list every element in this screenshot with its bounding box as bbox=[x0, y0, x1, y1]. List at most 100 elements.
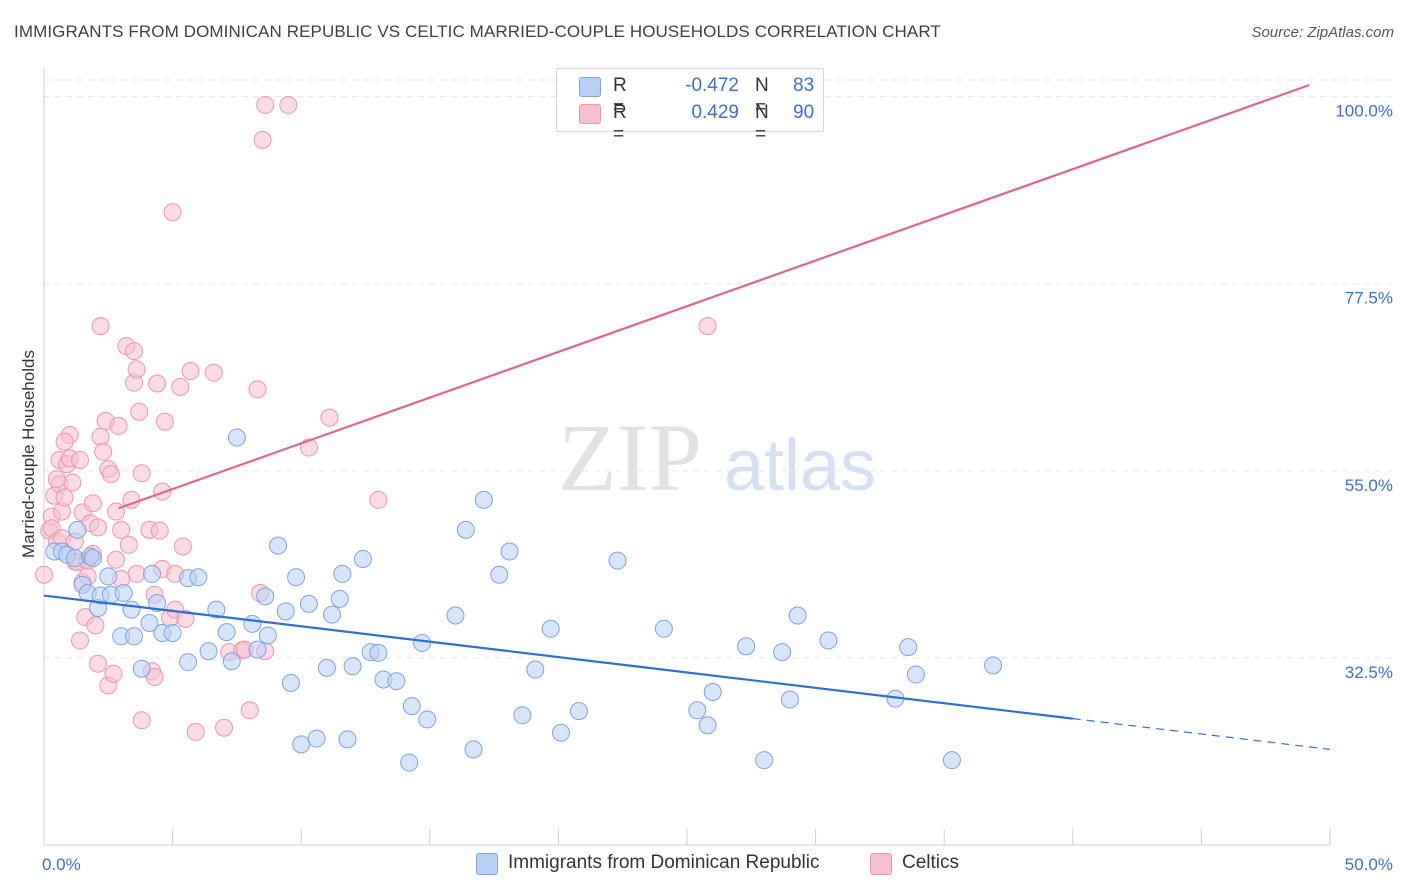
dominican-point bbox=[464, 740, 483, 759]
dominican-point bbox=[413, 633, 432, 652]
dominican-point bbox=[143, 564, 162, 583]
dominican-point bbox=[703, 683, 722, 701]
dominican-point bbox=[402, 697, 421, 716]
celtics-point bbox=[107, 502, 126, 521]
dominican-point bbox=[906, 665, 925, 684]
celtics-point bbox=[89, 654, 108, 673]
dominican-point bbox=[207, 600, 226, 619]
dominican-point bbox=[287, 568, 306, 587]
celtics-point bbox=[163, 203, 182, 222]
x-tick-label: 50.0% bbox=[1345, 855, 1393, 874]
celtics-points bbox=[35, 95, 717, 741]
watermark-zip: ZIP bbox=[558, 404, 702, 511]
dominican-point bbox=[307, 729, 326, 748]
stats-legend: R = -0.472 N = 83 R = 0.429 N = 90 bbox=[556, 68, 824, 145]
celtics-point bbox=[248, 380, 267, 399]
y-tick-label: 100.0% bbox=[1335, 102, 1393, 121]
celtics-point bbox=[55, 432, 74, 451]
dominican-point bbox=[163, 623, 182, 642]
celtics-point bbox=[171, 377, 190, 396]
chart-title: IMMIGRANTS FROM DOMINICAN REPUBLIC VS CE… bbox=[14, 22, 941, 41]
dominican-point bbox=[418, 710, 437, 729]
dominican-point bbox=[387, 672, 406, 691]
dominican-point bbox=[984, 656, 1003, 675]
dominican-point bbox=[343, 657, 362, 676]
dominican-point bbox=[269, 536, 288, 555]
dominican-point bbox=[541, 619, 560, 638]
dominican-point bbox=[688, 701, 707, 720]
dominican-point bbox=[490, 565, 509, 584]
celtics-point bbox=[109, 416, 128, 435]
celtics-point bbox=[127, 360, 146, 379]
dominican-point bbox=[148, 594, 167, 613]
celtics-point bbox=[71, 631, 90, 650]
trend-lines bbox=[43, 83, 1331, 750]
dominican-point bbox=[330, 589, 349, 608]
celtics-point bbox=[104, 664, 123, 683]
y-tick-label: 77.5% bbox=[1345, 289, 1393, 308]
dominican-point bbox=[780, 690, 799, 709]
celtics-point bbox=[132, 464, 151, 483]
watermark-atlas: atlas bbox=[724, 426, 876, 506]
bottom-legend-label: Immigrants from Dominican Republic bbox=[508, 852, 820, 873]
dominican-point bbox=[199, 642, 218, 661]
dominican-point bbox=[446, 606, 465, 625]
celtics-point bbox=[176, 609, 195, 628]
dominican-point bbox=[299, 594, 318, 613]
grid-layer bbox=[44, 79, 1392, 659]
dominican-point bbox=[551, 723, 570, 742]
celtics-point bbox=[130, 402, 149, 421]
celtics-point bbox=[83, 494, 102, 513]
watermark: ZIP atlas bbox=[558, 404, 876, 511]
celtics-point bbox=[320, 408, 339, 427]
legend-n-label: N = bbox=[755, 75, 769, 118]
legend-swatch-blue bbox=[579, 77, 601, 97]
celtics-point bbox=[89, 518, 108, 537]
celtics-point bbox=[148, 374, 167, 393]
dominican-point bbox=[513, 706, 532, 725]
celtics-point bbox=[132, 711, 151, 730]
dominican-point bbox=[474, 490, 493, 509]
legend-swatch-pink bbox=[579, 104, 601, 124]
celtics-point bbox=[256, 95, 275, 114]
dominican-point bbox=[125, 627, 144, 646]
dominican-point bbox=[737, 637, 756, 656]
dominican-point bbox=[569, 702, 588, 721]
dominican-points bbox=[45, 428, 1003, 772]
dominican-point bbox=[654, 619, 673, 638]
dominican-trend-line bbox=[43, 594, 1073, 720]
celtics-point bbox=[127, 564, 146, 583]
legend-n-value: 90 bbox=[793, 102, 815, 123]
celtics-point bbox=[91, 317, 110, 336]
celtics-point bbox=[47, 470, 66, 489]
dominican-point bbox=[65, 549, 84, 568]
dominican-point bbox=[256, 587, 275, 606]
celtics-point bbox=[71, 451, 90, 470]
legend-r-label: R = bbox=[613, 75, 627, 118]
celtics-point bbox=[91, 427, 110, 446]
dominican-point bbox=[942, 751, 961, 770]
y-axis-label: Married-couple Households bbox=[19, 350, 38, 558]
bottom-legend-swatch-pink bbox=[870, 853, 892, 875]
dominican-point bbox=[698, 716, 717, 735]
legend-n-label: N = bbox=[755, 102, 769, 145]
celtics-point bbox=[369, 490, 388, 509]
dominican-point bbox=[258, 626, 277, 645]
dominican-point bbox=[227, 428, 246, 447]
celtics-point bbox=[204, 363, 223, 382]
source-label: Source: ZipAtlas.com bbox=[1251, 24, 1394, 41]
celtics-point bbox=[181, 362, 200, 381]
tick-labels: 32.5% 55.0% 77.5% 100.0% 0.0% 50.0% bbox=[42, 102, 1393, 874]
dominican-point bbox=[140, 613, 159, 632]
celtics-point bbox=[35, 565, 53, 584]
dominican-point bbox=[99, 567, 118, 586]
dominican-point bbox=[500, 542, 519, 561]
celtics-point bbox=[240, 701, 259, 720]
dominican-point bbox=[132, 659, 151, 678]
dominican-point bbox=[276, 602, 295, 621]
y-tick-label: 32.5% bbox=[1345, 663, 1393, 682]
legend-r-value: -0.472 bbox=[685, 75, 739, 96]
dominican-point bbox=[114, 584, 133, 603]
dominican-point bbox=[788, 606, 807, 625]
dominican-point bbox=[122, 600, 141, 619]
